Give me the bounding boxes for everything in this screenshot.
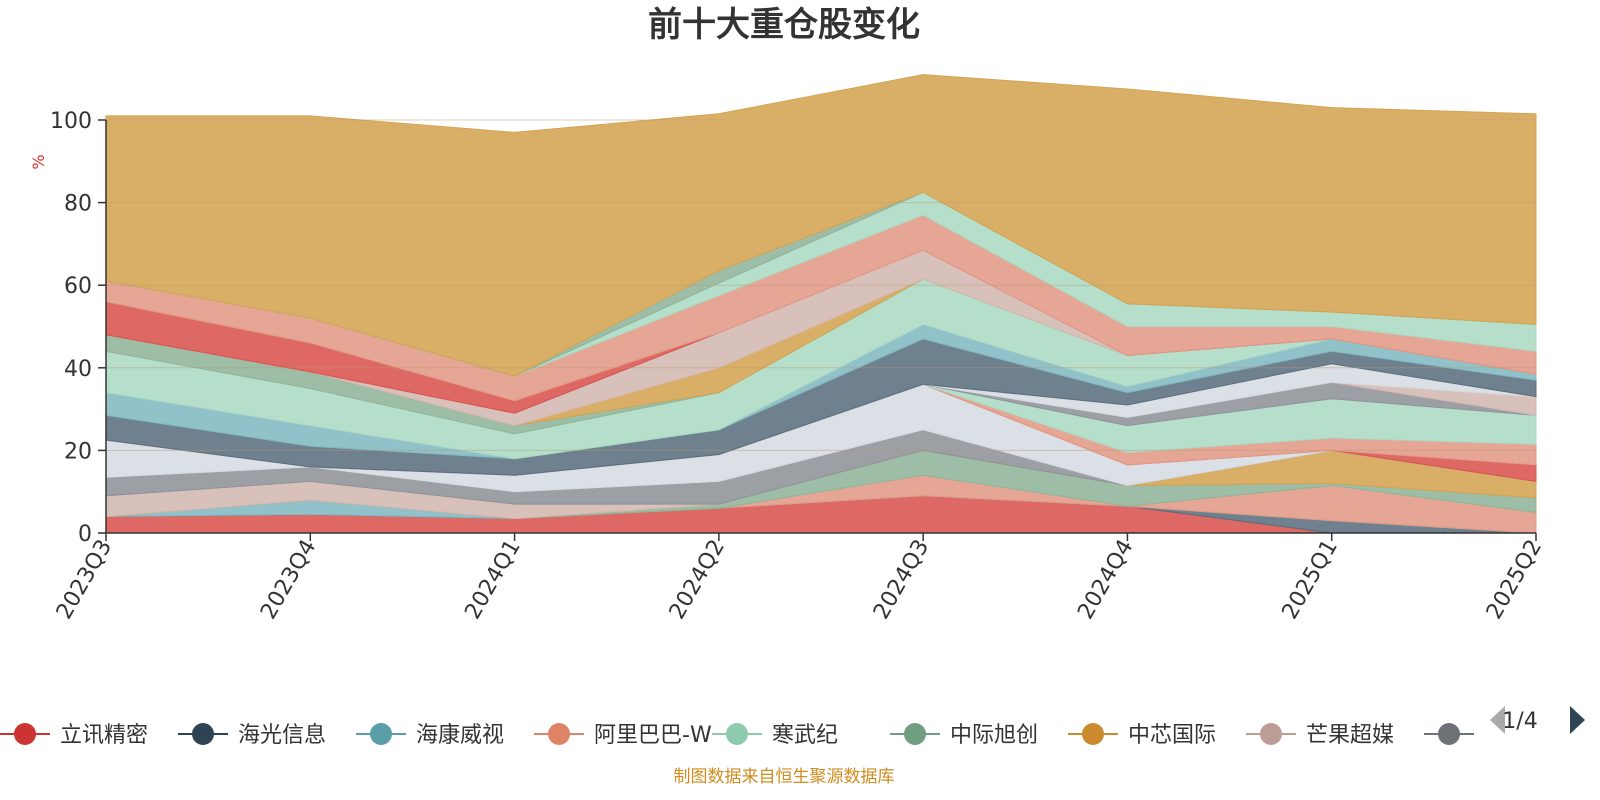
y-tick-label-0: 0 xyxy=(78,522,92,547)
y-tick-label-20: 20 xyxy=(64,439,92,464)
x-axis-ticks: 2023Q3 2023Q4 2024Q1 2024Q2 2024Q3 2024Q4 2025… xyxy=(52,533,1547,624)
y-tick-label-40: 40 xyxy=(64,357,92,382)
y-tick-label-80: 80 xyxy=(64,192,92,217)
legend-label: 海康威视 xyxy=(416,723,504,748)
x-tick-label-2024Q2: 2024Q2 xyxy=(665,536,730,624)
legend-label: 海光信息 xyxy=(238,723,326,748)
legend-label: 立讯精密 xyxy=(60,723,148,748)
legend-label: 阿里巴巴-W xyxy=(594,723,712,748)
axes xyxy=(105,120,1536,534)
legend-marker-icon xyxy=(904,723,926,745)
legend-marker-icon xyxy=(192,723,214,745)
x-tick-label-2024Q4: 2024Q4 xyxy=(1073,536,1138,624)
legend-label: 芒果超媒 xyxy=(1306,723,1394,748)
area-series-25 xyxy=(105,74,1537,377)
x-tick-label-2025Q2: 2025Q2 xyxy=(1482,536,1547,624)
legend-marker-icon xyxy=(726,723,748,745)
legend-item-0[interactable]: 立讯精密 xyxy=(0,723,148,748)
legend-item-1[interactable]: 海光信息 xyxy=(178,723,326,748)
legend-marker-icon xyxy=(370,723,392,745)
legend-label: 寒武纪 xyxy=(772,723,838,748)
legend-label: 中际旭创 xyxy=(950,723,1038,748)
legend-item-5[interactable]: 中际旭创 xyxy=(890,723,1038,748)
legend-pager[interactable]: 1/4 xyxy=(1490,706,1585,734)
x-tick-label-2023Q3: 2023Q3 xyxy=(52,536,117,624)
legend-item-2[interactable]: 海康威视 xyxy=(356,723,504,748)
legend-marker-icon xyxy=(14,723,36,745)
chart-title: 前十大重仓股变化 xyxy=(648,5,920,45)
legend-item-3[interactable]: 阿里巴巴-W xyxy=(534,723,712,748)
legend-marker-icon xyxy=(1082,723,1104,745)
y-axis-ticks: 0 20 40 60 80 100 xyxy=(50,109,106,547)
legend-marker-icon xyxy=(1260,723,1282,745)
x-tick-label-2023Q4: 2023Q4 xyxy=(256,536,321,624)
legend-page-indicator: 1/4 xyxy=(1502,709,1537,734)
legend-item-6[interactable]: 中芯国际 xyxy=(1068,723,1216,748)
legend[interactable]: 立讯精密 海光信息 海康威视 阿里巴巴-W 寒武纪 中际旭创 中芯国际 芒果超媒 xyxy=(0,723,1474,748)
y-axis-unit: % xyxy=(29,154,48,169)
legend-marker-icon xyxy=(1438,723,1460,745)
y-tick-label-100: 100 xyxy=(50,109,92,134)
legend-item-8[interactable] xyxy=(1424,723,1474,745)
legend-prev-icon[interactable] xyxy=(1490,706,1505,734)
area-layers xyxy=(105,74,1537,534)
data-source-note: 制图数据来自恒生聚源数据库 xyxy=(674,767,895,787)
legend-item-4[interactable]: 寒武纪 xyxy=(712,723,838,748)
legend-marker-icon xyxy=(548,723,570,745)
x-tick-label-2024Q1: 2024Q1 xyxy=(460,536,525,624)
grid-lines xyxy=(106,119,1536,451)
legend-item-7[interactable]: 芒果超媒 xyxy=(1246,723,1394,748)
x-tick-label-2024Q3: 2024Q3 xyxy=(869,536,934,624)
legend-next-icon[interactable] xyxy=(1570,706,1585,734)
legend-label: 中芯国际 xyxy=(1128,723,1216,748)
x-tick-label-2025Q1: 2025Q1 xyxy=(1278,536,1343,624)
y-tick-label-60: 60 xyxy=(64,274,92,299)
